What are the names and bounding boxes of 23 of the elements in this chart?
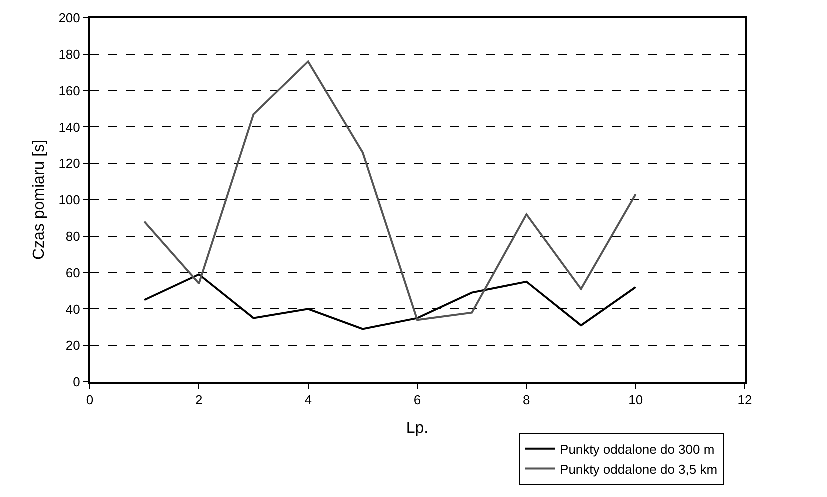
y-tick-label: 40: [66, 302, 80, 317]
y-tick-label: 60: [66, 265, 80, 280]
y-tick-label: 20: [66, 338, 80, 354]
y-tick-label: 140: [58, 120, 80, 135]
y-tick-label: 100: [58, 192, 80, 208]
y-tick-label: 180: [58, 46, 80, 62]
y-axis-title: Czas pomiaru [s]: [31, 140, 48, 260]
x-tick-label: 4: [304, 392, 312, 408]
x-tick-label: 2: [196, 392, 203, 408]
y-tick-label: 120: [58, 156, 80, 172]
y-tick-label: 200: [58, 10, 80, 26]
x-tick-label: 10: [628, 392, 644, 408]
legend-label: Punkty oddalone do 3,5 km: [560, 462, 718, 477]
y-tick-label: 0: [73, 374, 80, 390]
x-tick-label: 0: [86, 392, 94, 408]
legend-label: Punkty oddalone do 300 m: [560, 442, 715, 457]
x-tick-label: 12: [738, 392, 752, 408]
y-tick-label: 80: [66, 228, 80, 244]
x-tick-label: 8: [523, 392, 530, 408]
y-tick-label: 160: [58, 83, 80, 98]
x-axis-title: Lp.: [406, 420, 429, 437]
x-tick-label: 6: [414, 392, 422, 408]
line-series: [144, 60, 637, 322]
